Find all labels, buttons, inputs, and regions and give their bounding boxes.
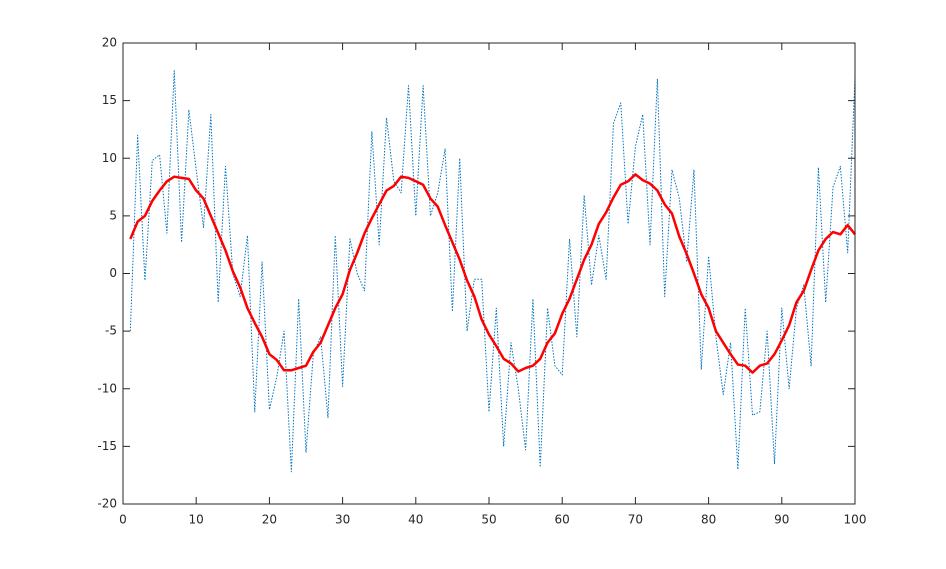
data-line: [129, 173, 856, 374]
x-tick-label: 0: [119, 513, 127, 527]
x-tick-label: 20: [262, 513, 277, 527]
y-tick-label: -20: [97, 497, 117, 511]
y-tick-label: 0: [109, 266, 117, 280]
y-tick-label: -5: [105, 324, 117, 338]
x-tick-label: 40: [408, 513, 423, 527]
y-tick-label: 20: [102, 36, 117, 50]
y-tick-label: -10: [97, 381, 117, 395]
y-tick-label: -15: [97, 439, 117, 453]
x-tick-label: 30: [335, 513, 350, 527]
x-tick-label: 70: [628, 513, 643, 527]
plot-area: [123, 43, 855, 504]
x-tick-label: 10: [189, 513, 204, 527]
x-tick-label: 80: [701, 513, 716, 527]
x-tick-label: 60: [555, 513, 570, 527]
y-tick-label: 10: [102, 151, 117, 165]
x-tick-label: 50: [481, 513, 496, 527]
x-tick-label: 100: [844, 513, 867, 527]
data-line: [129, 70, 856, 473]
x-tick-label: 90: [774, 513, 789, 527]
y-tick-label: 5: [109, 208, 117, 222]
y-tick-label: 15: [102, 93, 117, 107]
